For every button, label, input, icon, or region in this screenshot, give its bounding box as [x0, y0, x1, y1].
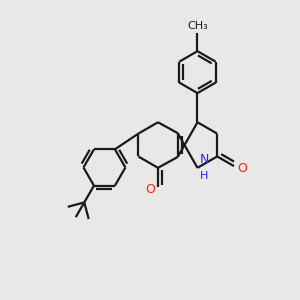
- Text: N: N: [200, 153, 209, 166]
- Text: O: O: [145, 183, 155, 196]
- Text: CH₃: CH₃: [187, 21, 208, 31]
- Text: H: H: [200, 171, 208, 181]
- Text: O: O: [237, 162, 247, 175]
